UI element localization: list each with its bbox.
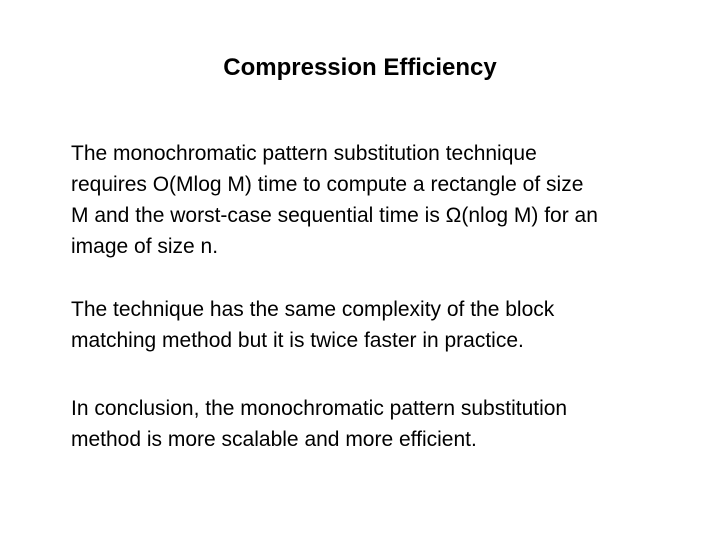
paragraph-complexity: The monochromatic pattern substitution t… xyxy=(71,138,681,262)
paragraph-line: The technique has the same complexity of… xyxy=(71,298,555,321)
paragraph-line: In conclusion, the monochromatic pattern… xyxy=(71,397,568,420)
paragraph-line: M and the worst-case sequential time is … xyxy=(71,204,598,227)
paragraph-conclusion: In conclusion, the monochromatic pattern… xyxy=(71,393,681,455)
slide-title: Compression Efficiency xyxy=(223,54,497,81)
paragraph-comparison: The technique has the same complexity of… xyxy=(71,294,681,356)
paragraph-line: The monochromatic pattern substitution t… xyxy=(71,142,537,165)
paragraph-line: method is more scalable and more efficie… xyxy=(71,428,477,451)
paragraph-line: matching method but it is twice faster i… xyxy=(71,329,524,352)
paragraph-line: requires O(Mlog M) time to compute a rec… xyxy=(71,173,584,196)
paragraph-line: image of size n. xyxy=(71,235,219,258)
